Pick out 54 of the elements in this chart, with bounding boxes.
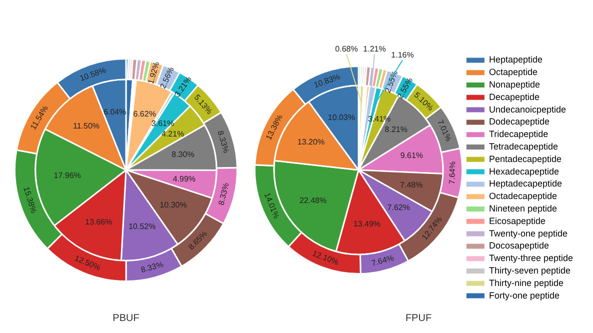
data-label: 7.48%	[400, 180, 423, 190]
data-label: 13.49%	[353, 220, 381, 229]
data-label: 8.33%	[140, 260, 164, 274]
data-label: 7.64%	[370, 253, 395, 268]
data-label: 15.38%	[22, 186, 38, 214]
legend-label: Heptapeptide	[488, 54, 542, 65]
data-label: 17.96%	[54, 170, 81, 180]
data-label: 8.21%	[384, 125, 408, 134]
data-label: 11.50%	[72, 122, 100, 131]
data-label: 7.01%	[436, 118, 454, 143]
legend-label: Undecanoicpeptide	[488, 104, 566, 114]
data-label: 10.30%	[160, 200, 187, 210]
data-label: 4.99%	[172, 174, 196, 184]
data-label: 9.61%	[400, 151, 424, 160]
legend-label: Thirty-seven peptide	[488, 265, 570, 276]
legend-label: Pentadecapeptide	[488, 154, 562, 164]
text: FPUF	[405, 312, 432, 324]
legend-label: Dodecapeptide	[488, 116, 550, 127]
data-label: 2.56%	[158, 66, 176, 90]
legend-label: Octapeptide	[488, 67, 538, 78]
legend-label: Eicosapeptide	[488, 216, 546, 226]
legend-label: Hexadecapeptide	[488, 166, 560, 176]
data-label: 10.52%	[128, 222, 156, 231]
data-label: 8.30%	[172, 150, 194, 160]
data-label: 13.20%	[297, 138, 325, 147]
data-label: 0.68%	[335, 44, 358, 54]
legend-label: Heptadecapeptide	[488, 178, 562, 189]
data-label: 1.92%	[146, 60, 162, 86]
data-label: 6.62%	[133, 109, 156, 118]
legend-label: Thirty-nine peptide	[488, 278, 564, 288]
data-label: 10.03%	[328, 112, 356, 122]
data-label: 7.62%	[387, 202, 410, 212]
data-label: 3.41%	[368, 114, 391, 124]
legend-label: Nineteen peptide	[488, 203, 558, 214]
legend-label: Forty-one peptide	[488, 290, 560, 300]
data-label: 4.21%	[162, 129, 184, 138]
legend-label: Tridecapeptide	[488, 129, 548, 140]
legend-label: Twenty-three peptide	[488, 253, 574, 264]
text: PBUF	[112, 312, 140, 324]
legend-label: Decapeptide	[488, 92, 540, 102]
data-label: 7.64%	[448, 161, 458, 184]
legend-label: Docosapeptide	[488, 240, 549, 251]
data-label: 13.66%	[85, 217, 112, 226]
data-label: 1.16%	[391, 50, 414, 60]
data-label: 8.33%	[216, 130, 231, 154]
data-label: 10.83%	[312, 72, 342, 90]
legend-label: Octadecapeptide	[488, 191, 558, 202]
data-label: 10.58%	[78, 66, 108, 83]
legend-label: Tetradecapeptide	[488, 141, 558, 152]
data-label: 22.48%	[299, 196, 327, 206]
legend-label: Nonapeptide	[488, 79, 540, 90]
data-label: 8.33%	[216, 182, 231, 206]
data-label: 1.21%	[363, 44, 386, 54]
legend-label: Twenty-one peptide	[488, 228, 568, 238]
